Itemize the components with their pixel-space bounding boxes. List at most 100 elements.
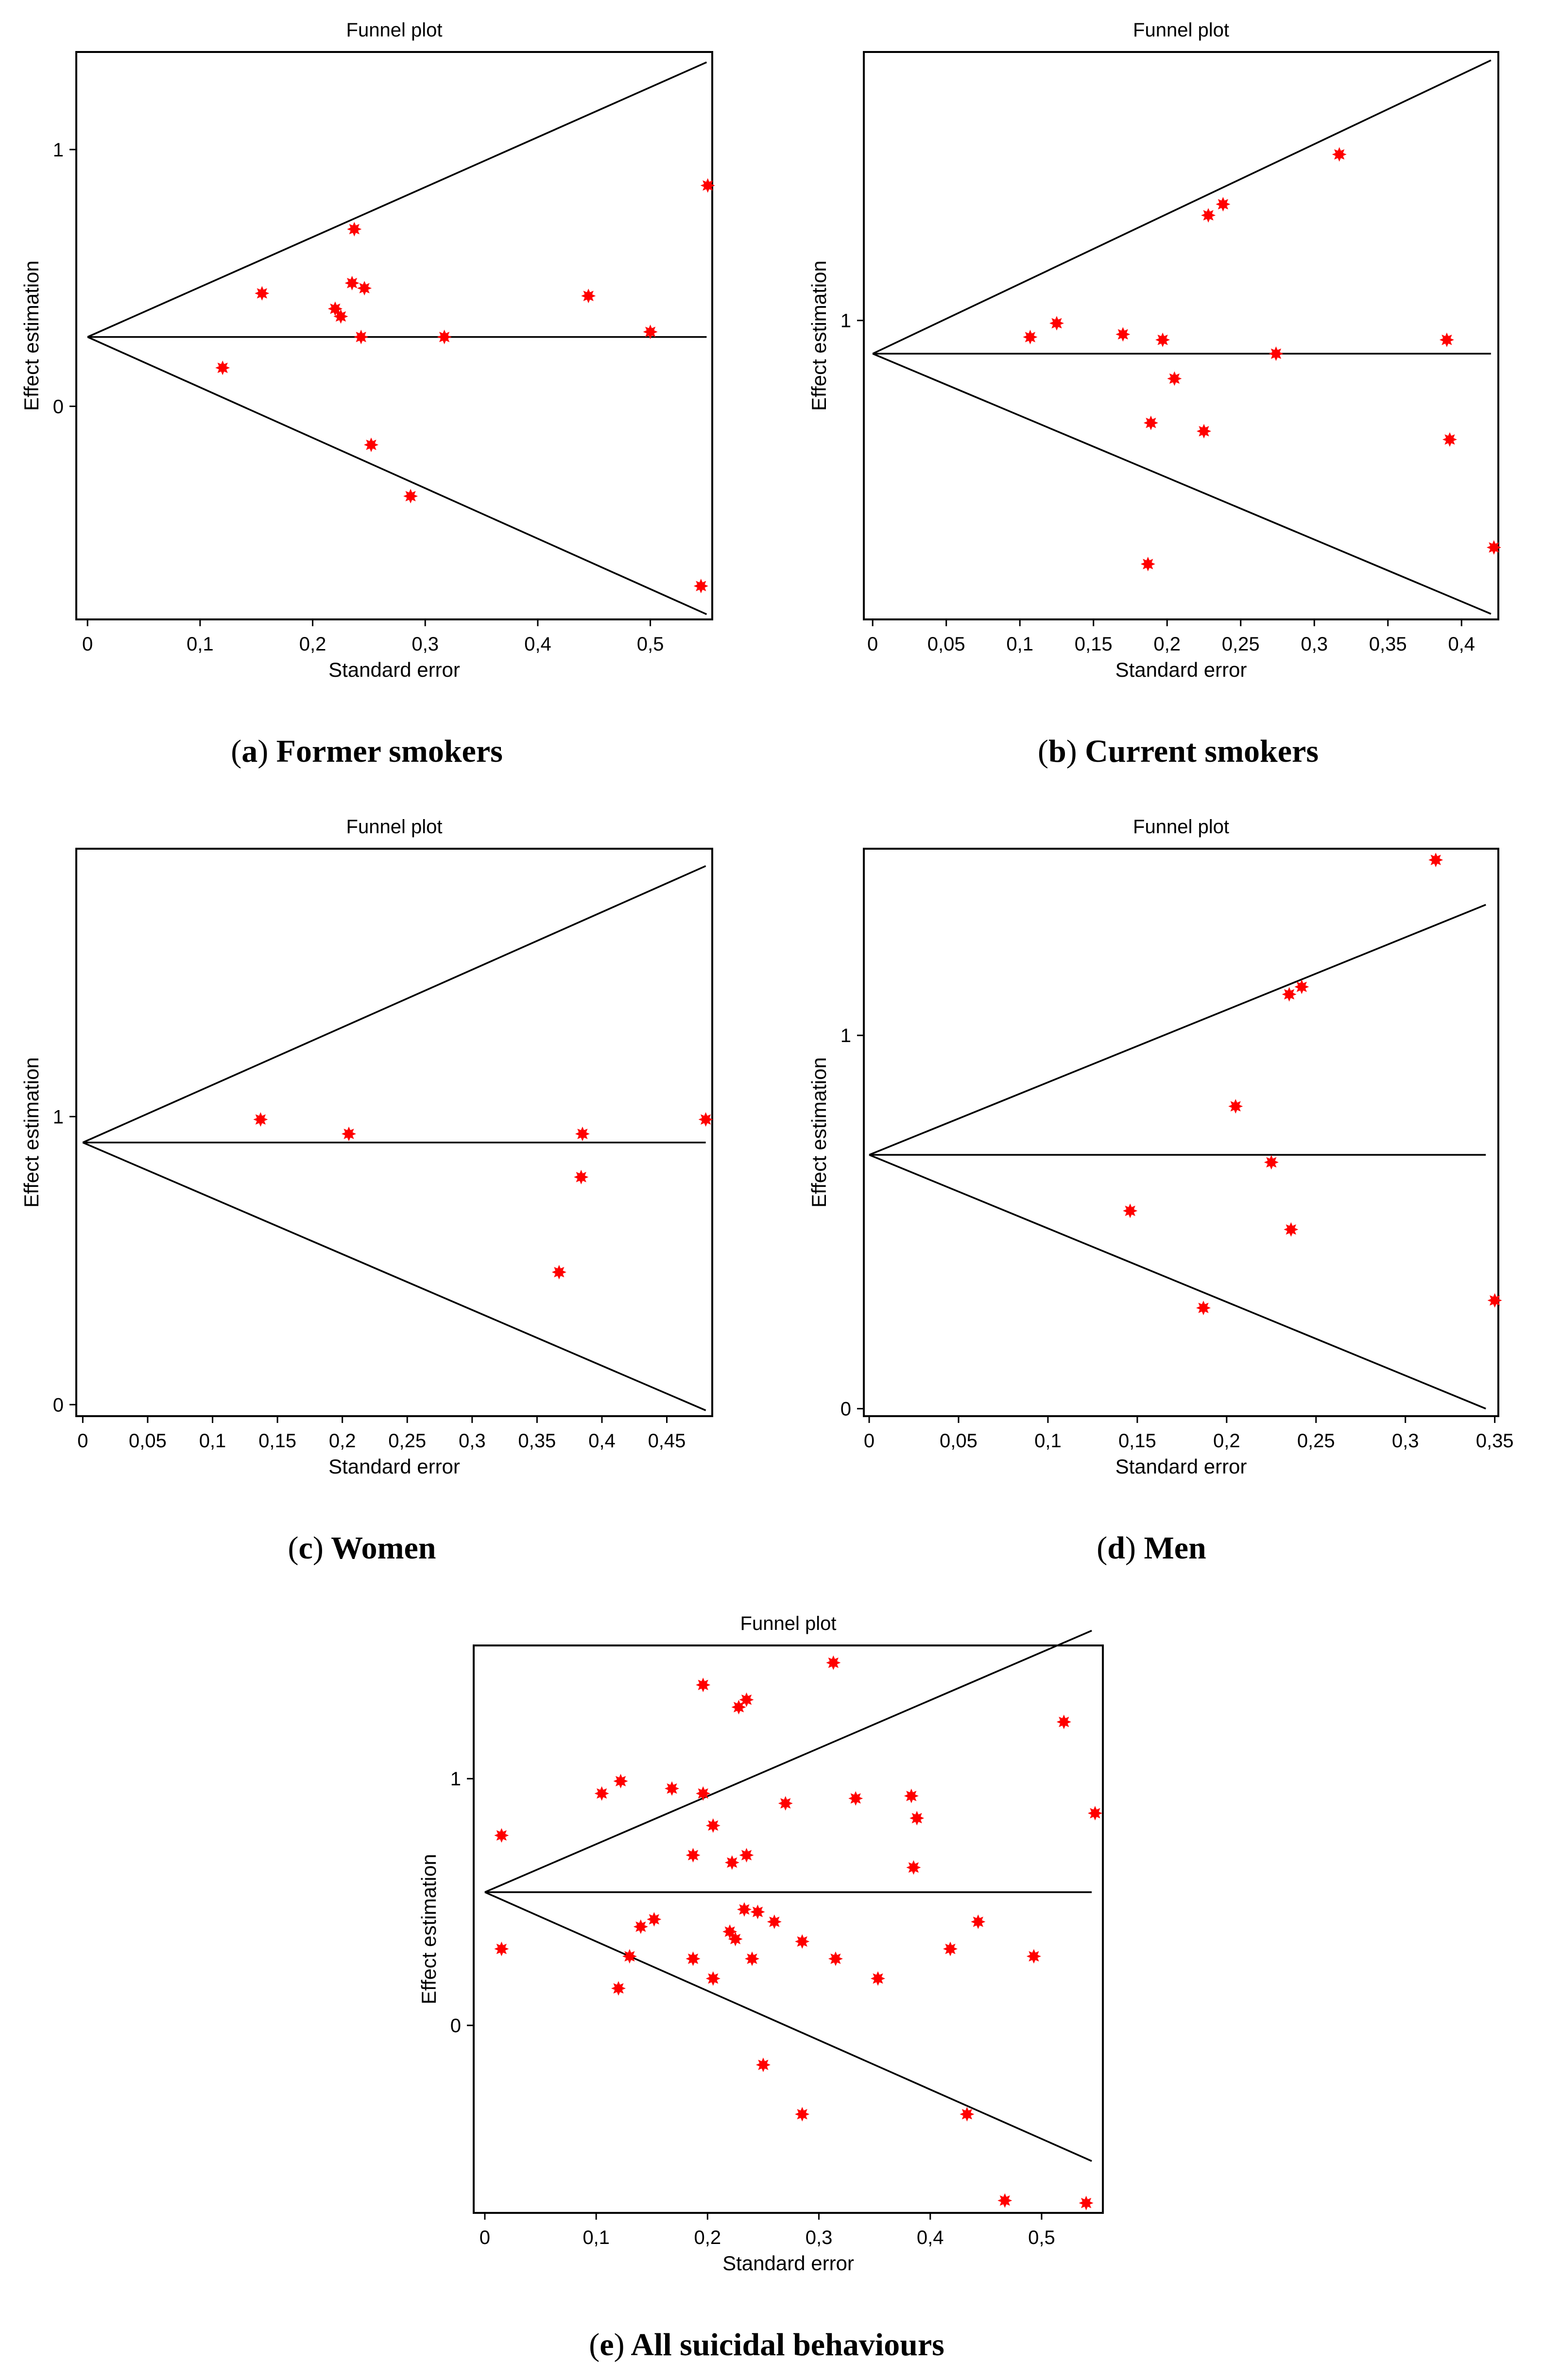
x-axis-label: Standard error [722,2252,854,2275]
x-tick-label: 0,15 [258,1430,296,1452]
x-axis-label: Standard error [1115,1455,1247,1478]
caption-text: Current smokers [1077,734,1319,769]
data-point [643,325,658,340]
funnel-upper-line [87,61,707,338]
data-point [437,329,452,344]
data-point [1140,557,1155,571]
data-point [215,360,230,376]
caption-paren-open: ( [1038,734,1048,769]
data-point [347,222,362,237]
funnel-upper-line [484,1629,1092,1893]
caption-letter: b [1048,734,1066,769]
data-point [551,1265,566,1280]
data-point [333,309,348,324]
data-point [1123,1203,1138,1218]
x-tick-label: 0,5 [1028,2227,1055,2248]
x-tick-label: 0 [867,634,878,655]
y-tick-label: 0 [841,1399,851,1420]
data-point [1026,1949,1041,1964]
x-axis-label: Standard error [1115,658,1247,681]
data-point [755,2057,771,2072]
data-point [737,1902,752,1917]
data-point [344,275,360,291]
data-point [327,301,343,316]
data-point [724,1855,739,1870]
x-tick-label: 0,3 [1392,1430,1419,1452]
chart-title: Funnel plot [346,19,443,41]
caption-paren-open: ( [1097,1530,1107,1566]
data-point [611,1981,626,1996]
data-point [1487,1293,1502,1308]
caption-paren-close: ) [257,734,268,769]
data-point [686,1848,701,1863]
chart-title: Funnel plot [1133,19,1229,41]
data-point [1115,327,1131,342]
data-point [828,1951,843,1966]
caption-letter: e [600,2327,614,2363]
data-point [1284,1222,1299,1237]
panel-caption: (a) Former smokers [231,734,503,769]
funnel-lower-line [869,1154,1486,1410]
x-tick-label: 0,05 [927,634,965,655]
data-point [1269,346,1284,361]
panel-e: Funnel plot 0 0,1 0,2 0,3 0,4 0,5 0 1 Standard er… [417,1613,1104,2363]
x-tick-label: 0,4 [917,2227,944,2248]
caption-paren-open: ( [589,2327,600,2363]
data-point [1439,332,1454,347]
x-tick-label: 0,4 [1448,634,1475,655]
caption-paren-close: ) [614,2327,624,2363]
x-tick-label: 0,3 [459,1430,486,1452]
x-axis-label: Standard error [328,1455,460,1478]
y-tick-label: 1 [53,139,64,161]
x-tick-label: 0,1 [187,634,214,655]
caption-paren-open: ( [288,1530,299,1566]
x-tick-label: 0,25 [1222,634,1260,655]
data-point [1023,329,1038,344]
data-point [574,1169,589,1184]
caption-text: Former smokers [268,734,503,769]
caption-paren-close: ) [313,1530,324,1566]
x-tick-label: 0,35 [1476,1430,1514,1452]
caption-letter: a [241,734,257,769]
data-point [686,1951,701,1966]
data-point [728,1932,743,1947]
data-point [364,437,378,452]
data-point [1079,2195,1094,2210]
data-point [622,1949,637,1964]
panel-caption: (d) Men [1097,1530,1206,1566]
data-point [767,1914,782,1929]
data-point [739,1848,754,1863]
x-tick-label: 0,3 [1301,634,1328,655]
x-tick-label: 0 [864,1430,875,1452]
y-tick-label: 0 [53,1394,64,1416]
plot-frame [75,848,713,1417]
data-point [1167,371,1182,386]
data-point [1442,432,1457,447]
x-tick-label: 0,3 [806,2227,833,2248]
data-point [1088,1806,1102,1821]
panel-a: Funnel plot 0 0,1 0,2 0,3 0,4 0,5 0 1 Standard er… [20,19,715,769]
caption-paren-close: ) [1066,734,1077,769]
x-tick-label: 0,35 [1369,634,1407,655]
data-point [1196,1301,1211,1316]
plot-frame [863,848,1499,1417]
chart-title: Funnel plot [740,1613,837,1634]
data-point [795,1934,810,1949]
funnel-upper-line [82,865,706,1144]
data-point [647,1912,662,1927]
funnel-lower-line [87,336,707,616]
funnel-upper-line [869,904,1486,1156]
caption-paren-close: ) [1125,1530,1136,1566]
x-tick-label: 0,1 [199,1430,226,1452]
data-point [904,1788,919,1803]
y-axis-label: Effect estimation [20,260,43,411]
data-point [1264,1155,1279,1170]
data-point [739,1692,754,1707]
data-point [494,1828,509,1843]
x-tick-label: 0,25 [1297,1430,1335,1452]
data-point [1332,147,1347,162]
x-tick-label: 0,5 [637,634,664,655]
data-point [705,1971,721,1986]
data-point [342,1127,356,1141]
x-tick-label: 0,05 [129,1430,167,1452]
